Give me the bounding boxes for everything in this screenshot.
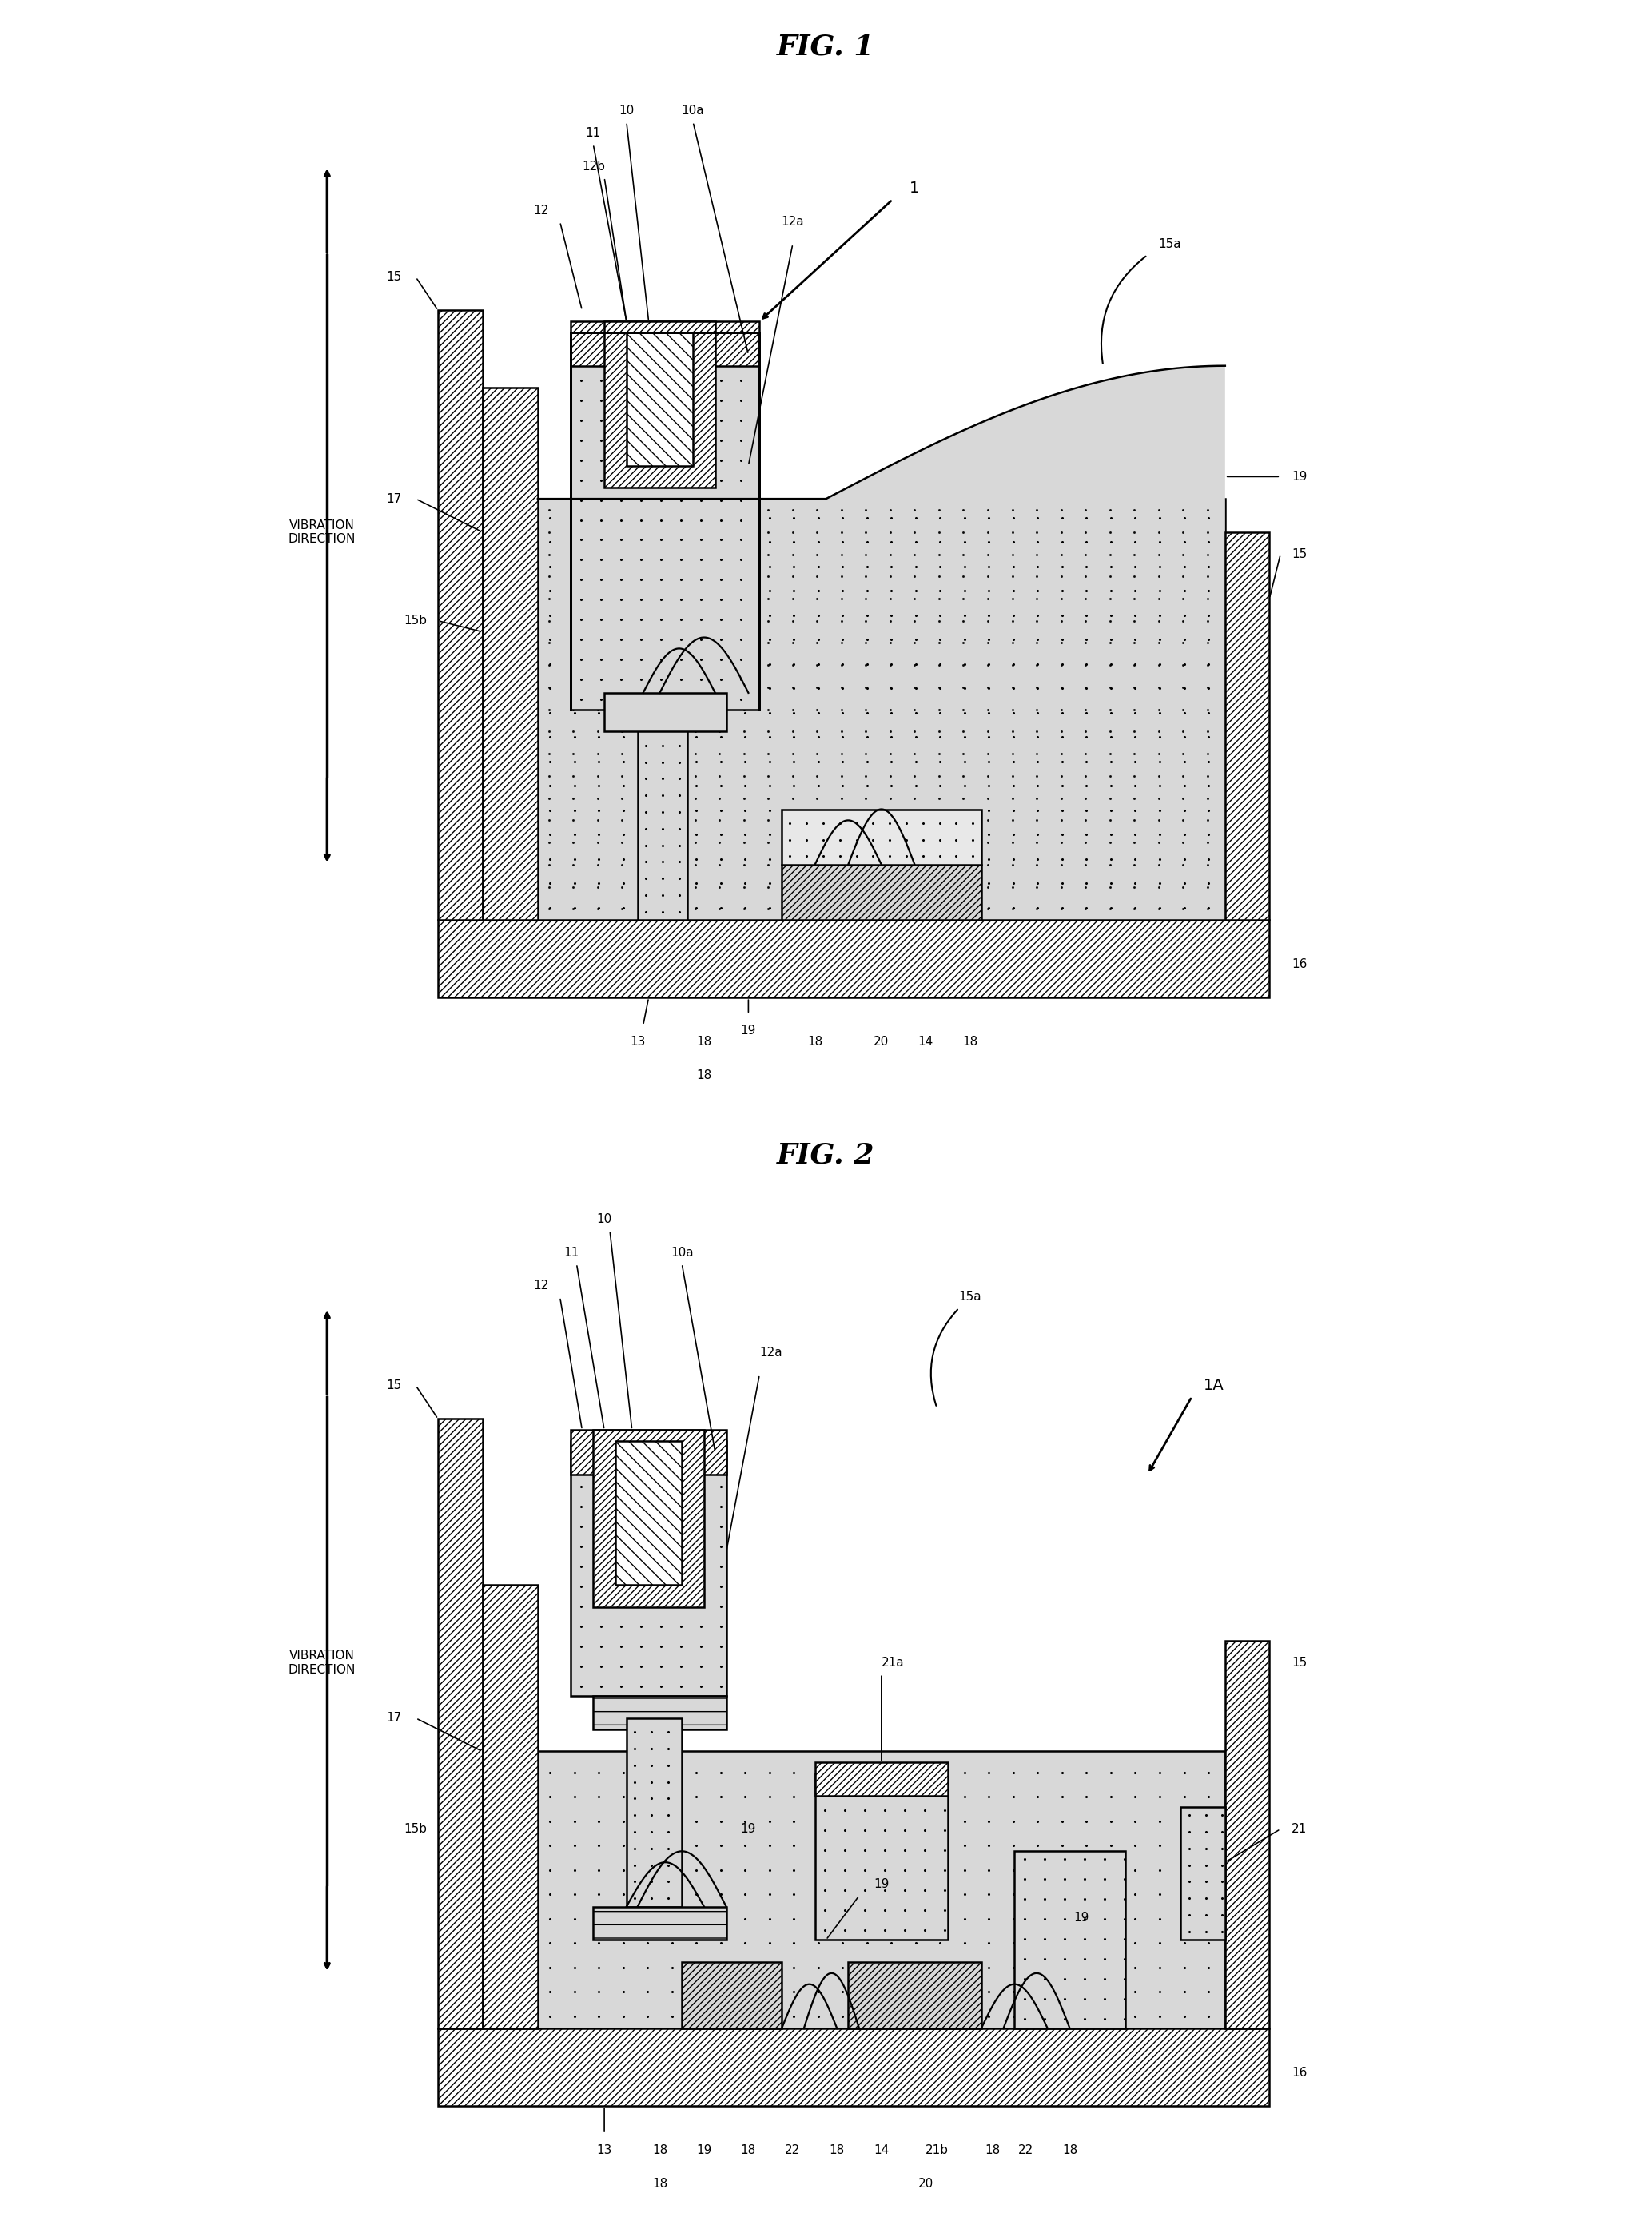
Bar [814, 1774, 948, 1940]
Bar [1181, 1807, 1226, 1940]
Bar [539, 1751, 1226, 2029]
Bar [1014, 1851, 1125, 2029]
Text: 21: 21 [1292, 1822, 1307, 1836]
Text: FIG. 2: FIG. 2 [776, 1142, 876, 1168]
Text: 18: 18 [1062, 2144, 1077, 2157]
Text: 18: 18 [740, 2144, 757, 2157]
Text: 18: 18 [653, 2177, 667, 2190]
Bar [616, 1441, 682, 1585]
Bar [638, 698, 687, 920]
Text: 18: 18 [808, 1035, 823, 1049]
Text: 17: 17 [387, 1712, 401, 1725]
Text: 18: 18 [963, 1035, 978, 1049]
Bar [605, 692, 727, 732]
Text: 13: 13 [596, 2144, 611, 2157]
Bar [482, 388, 539, 920]
Text: 15a: 15a [1158, 237, 1181, 251]
Text: 11: 11 [563, 1246, 578, 1259]
Text: 12: 12 [534, 204, 548, 217]
Text: 20: 20 [919, 2177, 933, 2190]
Bar [539, 499, 1226, 920]
Bar [593, 1907, 727, 1940]
Text: 10a: 10a [682, 104, 704, 118]
Text: 15: 15 [387, 1379, 401, 1392]
Text: 14: 14 [874, 2144, 889, 2157]
Text: 19: 19 [874, 1878, 889, 1891]
Bar [626, 333, 692, 466]
Text: 15: 15 [1292, 1656, 1307, 1669]
Text: 10a: 10a [671, 1246, 694, 1259]
Text: VIBRATION
DIRECTION: VIBRATION DIRECTION [287, 519, 355, 545]
Text: 11: 11 [585, 126, 601, 140]
Bar [781, 809, 981, 865]
Text: 17: 17 [387, 492, 401, 505]
Text: 21a: 21a [881, 1656, 904, 1669]
Text: FIG. 1: FIG. 1 [776, 33, 876, 60]
Text: 22: 22 [1018, 2144, 1032, 2157]
Bar [1226, 532, 1269, 920]
Bar [682, 1962, 781, 2029]
Bar [572, 1430, 727, 1474]
Text: 13: 13 [629, 1035, 646, 1049]
Bar [605, 321, 715, 488]
Text: 22: 22 [785, 2144, 801, 2157]
Text: 16: 16 [1292, 958, 1307, 971]
Text: 19: 19 [740, 1024, 757, 1038]
Bar [438, 920, 1269, 998]
Text: 10: 10 [620, 104, 634, 118]
Bar [572, 333, 760, 709]
Bar [593, 1696, 727, 1729]
Bar [593, 1430, 704, 1607]
Bar [814, 1763, 948, 1796]
Bar [572, 321, 760, 366]
Text: 21b: 21b [925, 2144, 948, 2157]
Bar [572, 1441, 727, 1696]
Text: 15b: 15b [403, 614, 426, 627]
Text: 18: 18 [829, 2144, 844, 2157]
Text: 18: 18 [985, 2144, 999, 2157]
Text: 12a: 12a [781, 215, 805, 228]
Text: 14: 14 [919, 1035, 933, 1049]
Text: 16: 16 [1292, 2066, 1307, 2080]
Text: 15: 15 [387, 270, 401, 284]
Text: 15b: 15b [403, 1822, 426, 1836]
Text: 18: 18 [697, 1035, 712, 1049]
Text: 1A: 1A [1204, 1379, 1224, 1392]
Text: 18: 18 [697, 1069, 712, 1082]
Polygon shape [539, 366, 1226, 920]
Text: 19: 19 [697, 2144, 712, 2157]
Bar [438, 310, 482, 920]
Text: 15a: 15a [958, 1290, 981, 1304]
Text: 12a: 12a [760, 1346, 781, 1359]
Text: 12b: 12b [582, 160, 605, 173]
Text: 20: 20 [874, 1035, 889, 1049]
Bar [626, 1718, 682, 1907]
Bar [438, 2029, 1269, 2106]
Text: 18: 18 [653, 2144, 667, 2157]
Bar [482, 1585, 539, 2029]
Text: 10: 10 [596, 1213, 611, 1226]
Text: 19: 19 [740, 1822, 757, 1836]
Text: 15: 15 [1292, 548, 1307, 561]
Text: 1: 1 [910, 182, 920, 195]
Bar [438, 1419, 482, 2029]
Bar [847, 1962, 981, 2029]
Text: 19: 19 [1074, 1911, 1089, 1924]
Bar [1226, 1641, 1269, 2029]
Text: VIBRATION
DIRECTION: VIBRATION DIRECTION [287, 1649, 355, 1676]
Text: 19: 19 [1292, 470, 1307, 483]
Text: 12: 12 [534, 1279, 548, 1293]
Bar [781, 865, 981, 920]
